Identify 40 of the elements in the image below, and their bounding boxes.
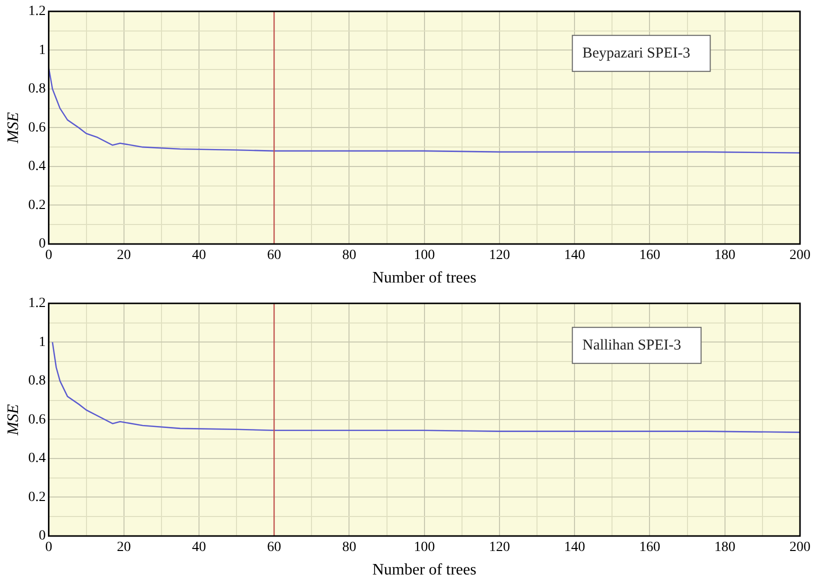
y-tick-label: 0.2 [28,198,46,213]
y-tick-label: 0.4 [28,451,46,466]
y-tick-label: 0.2 [28,490,46,505]
x-tick-label: 180 [714,248,736,264]
annotation: Nallihan SPEI-3 [582,337,682,354]
y-axis-title: MSE [4,112,22,144]
x-axis-title: Number of trees [372,270,476,287]
x-tick-label: 180 [714,540,736,556]
y-tick-label: 1.2 [28,296,46,312]
y-axis-title: MSE [4,404,22,436]
x-tick-label: 140 [564,540,586,556]
annotation: Beypazari SPEI-3 [582,45,690,62]
x-tick-label: 100 [414,248,435,264]
x-tick-label: 20 [116,248,131,264]
y-tick-label: 1 [38,42,46,58]
y-tick-label: 1 [38,334,46,350]
y-tick-label: 0 [38,528,46,544]
x-tick-label: 40 [192,540,206,556]
x-tick-label: 160 [639,540,660,556]
y-tick-label: 0.8 [28,82,46,97]
x-tick-label: 80 [342,248,356,264]
x-tick-label: 200 [790,540,810,556]
x-axis-title: Number of trees [372,562,476,579]
x-tick-label: 80 [342,540,356,556]
y-tick-label: 0.4 [28,159,46,174]
y-tick-label: 0.8 [28,374,46,389]
x-tick-label: 120 [488,248,510,264]
x-tick-label: 20 [116,540,131,556]
x-tick-label: 40 [192,248,206,264]
y-tick-label: 0.6 [28,120,46,136]
y-tick-label: 0 [38,236,46,252]
x-tick-label: 140 [564,248,586,264]
x-tick-label: 200 [790,248,810,264]
x-tick-label: 100 [414,540,435,556]
y-tick-label: 0.6 [28,412,46,428]
x-tick-label: 60 [267,248,282,264]
x-tick-label: 120 [488,540,510,556]
x-tick-label: 60 [267,540,282,556]
x-tick-label: 160 [639,248,660,264]
y-tick-label: 1.2 [28,4,46,20]
